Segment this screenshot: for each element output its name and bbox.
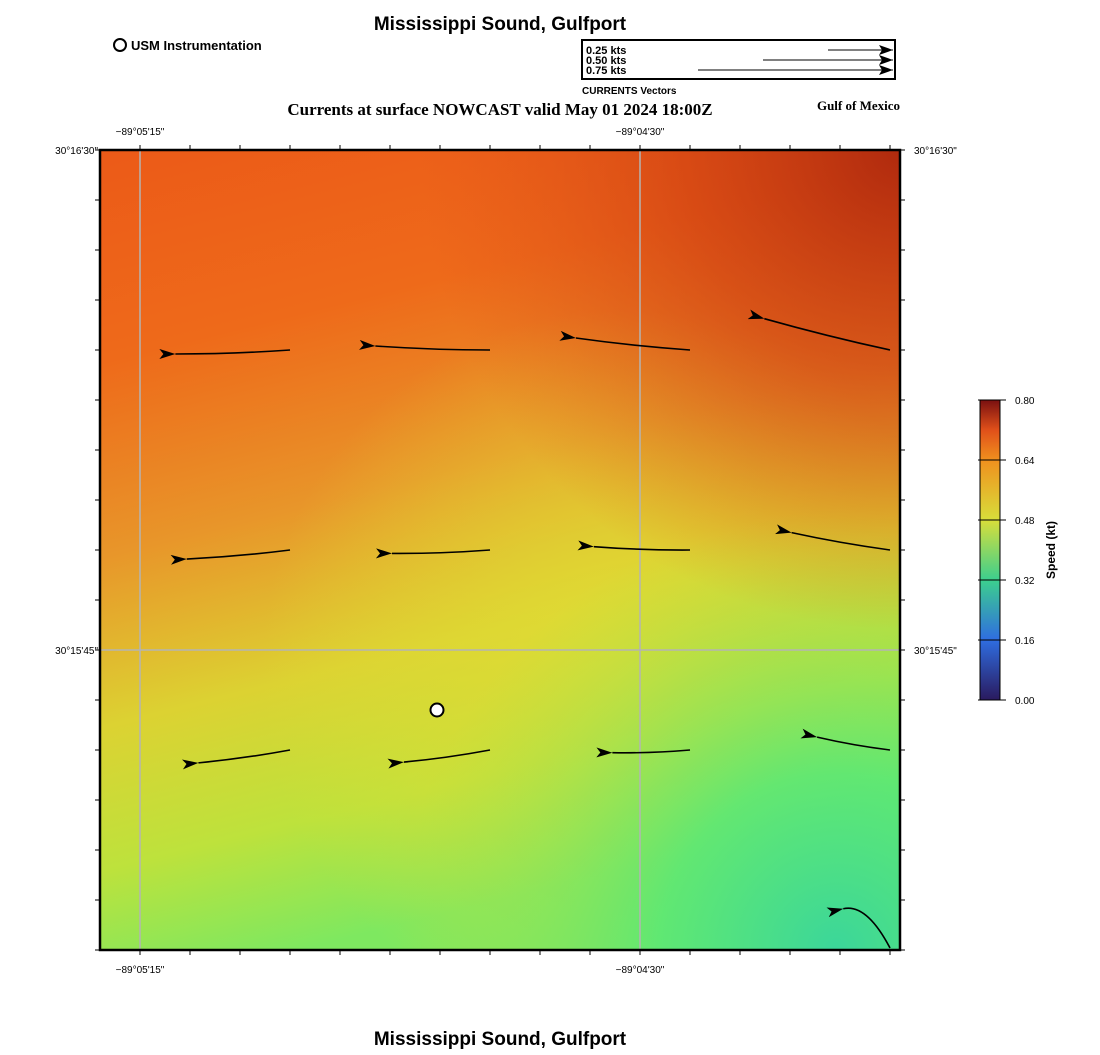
- left-lat-tick-2: 30°15'45": [55, 646, 98, 657]
- current-vector-arrow: [577, 540, 691, 551]
- current-vector-arrow: [159, 349, 291, 360]
- current-vector-arrow: [359, 339, 491, 351]
- current-vector-arrow: [559, 330, 691, 351]
- top-lon-tick-2: −89°04'30": [616, 127, 665, 138]
- top-lon-tick-1: −89°05'15": [116, 127, 165, 138]
- current-vector-arrow: [387, 749, 491, 769]
- colorbar-tick-label: 0.64: [1015, 456, 1035, 467]
- vector-scale-label: 0.75 kts: [586, 65, 626, 77]
- colorbar-tick-label: 0.32: [1015, 576, 1035, 587]
- colorbar-tick-label: 0.80: [1015, 396, 1035, 407]
- colorbar-tick-label: 0.16: [1015, 636, 1035, 647]
- vector-scale-label: 0.25 kts: [586, 45, 626, 57]
- colorbar-tick-label: 0.48: [1015, 516, 1035, 527]
- footer-title: Mississippi Sound, Gulfport: [374, 1029, 627, 1050]
- vector-scale-title: CURRENTS Vectors: [582, 86, 677, 97]
- bottom-lon-tick-1: −89°05'15": [116, 965, 165, 976]
- region-label: Gulf of Mexico: [817, 98, 900, 113]
- speed-colorbar: 0.00 0.16 0.32 0.48 0.64 0.80 Speed (kt): [978, 396, 1058, 707]
- colorbar-label: Speed (kt): [1044, 521, 1058, 579]
- map-subtitle: Currents at surface NOWCAST valid May 01…: [287, 100, 712, 119]
- current-vectors: [159, 309, 891, 949]
- speed-field: [100, 150, 900, 950]
- current-vector-arrow: [181, 749, 291, 770]
- vector-scale-label: 0.50 kts: [586, 55, 626, 67]
- current-vector-arrow: [826, 907, 891, 949]
- current-vector-arrow: [800, 728, 891, 751]
- current-vector-arrow: [375, 548, 491, 559]
- bottom-lon-tick-2: −89°04'30": [616, 965, 665, 976]
- current-vector-arrow: [170, 549, 291, 565]
- map-title: Mississippi Sound, Gulfport: [374, 14, 627, 35]
- current-vector-arrow: [596, 747, 691, 758]
- map-frame: [95, 145, 905, 955]
- right-lat-tick-1: 30°16'30": [914, 146, 957, 157]
- station-legend-icon: [113, 38, 127, 52]
- current-vector-arrow: [774, 524, 891, 551]
- colorbar-tick-label: 0.00: [1015, 696, 1035, 707]
- usm-station-marker[interactable]: [429, 702, 445, 718]
- current-vector-arrow: [747, 309, 891, 351]
- right-lat-tick-2: 30°15'45": [914, 646, 957, 657]
- left-lat-tick-1: 30°16'30": [55, 146, 98, 157]
- station-legend-label: USM Instrumentation: [131, 38, 262, 53]
